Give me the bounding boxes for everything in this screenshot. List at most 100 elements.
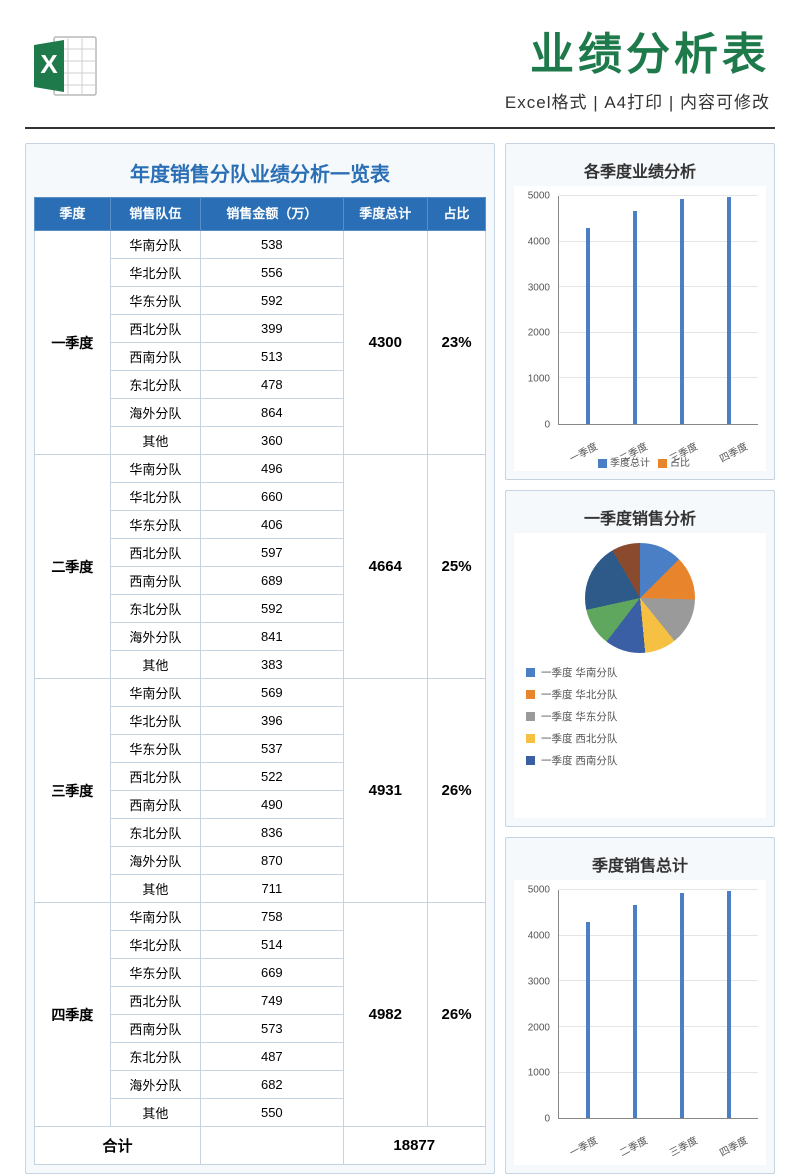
team-cell: 海外分队 [110, 399, 200, 427]
team-cell: 华北分队 [110, 707, 200, 735]
team-cell: 西北分队 [110, 987, 200, 1015]
amount-cell: 487 [201, 1043, 343, 1071]
team-cell: 海外分队 [110, 847, 200, 875]
chart2-panel: 一季度销售分析 一季度 华南分队一季度 华北分队一季度 华东分队一季度 西北分队… [505, 490, 775, 827]
table-header-cell: 销售队伍 [110, 198, 200, 231]
chart2-area: 一季度 华南分队一季度 华北分队一季度 华东分队一季度 西北分队一季度 西南分队 [514, 533, 766, 818]
amount-cell: 682 [201, 1071, 343, 1099]
team-cell: 其他 [110, 651, 200, 679]
team-cell: 华北分队 [110, 259, 200, 287]
chart-bar [680, 893, 684, 1118]
table-row: 二季度华南分队496466425% [35, 455, 486, 483]
amount-cell: 513 [201, 343, 343, 371]
amount-cell: 592 [201, 595, 343, 623]
amount-cell: 749 [201, 987, 343, 1015]
amount-cell: 597 [201, 539, 343, 567]
quarter-total-cell: 4982 [343, 903, 428, 1127]
table-header-cell: 占比 [428, 198, 486, 231]
chart-bar [727, 197, 731, 424]
sales-table: 季度销售队伍销售金额（万）季度总计占比 一季度华南分队538430023%华北分… [34, 197, 486, 1165]
amount-cell: 864 [201, 399, 343, 427]
amount-cell: 383 [201, 651, 343, 679]
table-header-cell: 销售金额（万） [201, 198, 343, 231]
amount-cell: 406 [201, 511, 343, 539]
team-cell: 西南分队 [110, 1015, 200, 1043]
header-divider [25, 127, 775, 129]
amount-cell: 396 [201, 707, 343, 735]
chart-x-label: 一季度 [566, 1132, 600, 1159]
team-cell: 华北分队 [110, 483, 200, 511]
quarter-pct-cell: 23% [428, 231, 486, 455]
team-cell: 华东分队 [110, 287, 200, 315]
amount-cell: 569 [201, 679, 343, 707]
chart-bar [680, 199, 684, 424]
chart-bar [586, 228, 590, 424]
quarter-total-cell: 4300 [343, 231, 428, 455]
pie-legend-item: 一季度 华东分队 [526, 705, 758, 727]
team-cell: 西北分队 [110, 315, 200, 343]
amount-cell: 758 [201, 903, 343, 931]
amount-cell: 592 [201, 287, 343, 315]
amount-cell: 556 [201, 259, 343, 287]
table-row: 一季度华南分队538430023% [35, 231, 486, 259]
svg-text:X: X [40, 49, 58, 79]
team-cell: 东北分队 [110, 371, 200, 399]
chart-bar [633, 211, 637, 424]
pie-legend: 一季度 华南分队一季度 华北分队一季度 华东分队一季度 西北分队一季度 西南分队 [514, 659, 766, 777]
team-cell: 东北分队 [110, 819, 200, 847]
team-cell: 华东分队 [110, 959, 200, 987]
team-cell: 华南分队 [110, 231, 200, 259]
quarter-cell: 三季度 [35, 679, 111, 903]
chart1-area: 010002000300040005000一季度二季度三季度四季度季度总计占比 [514, 186, 766, 471]
amount-cell: 550 [201, 1099, 343, 1127]
table-header-cell: 季度 [35, 198, 111, 231]
quarter-total-cell: 4664 [343, 455, 428, 679]
amount-cell: 496 [201, 455, 343, 483]
sum-blank [201, 1127, 343, 1165]
table-header-cell: 季度总计 [343, 198, 428, 231]
chart1-title: 各季度业绩分析 [514, 152, 766, 186]
quarter-total-cell: 4931 [343, 679, 428, 903]
team-cell: 海外分队 [110, 623, 200, 651]
team-cell: 东北分队 [110, 1043, 200, 1071]
amount-cell: 836 [201, 819, 343, 847]
amount-cell: 841 [201, 623, 343, 651]
pie-legend-item: 一季度 华南分队 [526, 661, 758, 683]
chart-bar [727, 891, 731, 1118]
team-cell: 华南分队 [110, 903, 200, 931]
chart-legend: 季度总计占比 [514, 454, 766, 471]
amount-cell: 660 [201, 483, 343, 511]
amount-cell: 522 [201, 763, 343, 791]
quarter-pct-cell: 26% [428, 679, 486, 903]
amount-cell: 711 [201, 875, 343, 903]
team-cell: 西南分队 [110, 791, 200, 819]
team-cell: 华南分队 [110, 455, 200, 483]
amount-cell: 870 [201, 847, 343, 875]
team-cell: 华东分队 [110, 735, 200, 763]
table-title: 年度销售分队业绩分析一览表 [34, 152, 486, 197]
amount-cell: 490 [201, 791, 343, 819]
chart1-panel: 各季度业绩分析 010002000300040005000一季度二季度三季度四季… [505, 143, 775, 480]
chart3-title: 季度销售总计 [514, 846, 766, 880]
team-cell: 其他 [110, 875, 200, 903]
amount-cell: 538 [201, 231, 343, 259]
quarter-cell: 一季度 [35, 231, 111, 455]
team-cell: 西北分队 [110, 763, 200, 791]
quarter-pct-cell: 26% [428, 903, 486, 1127]
sum-row: 合计18877 [35, 1127, 486, 1165]
team-cell: 华北分队 [110, 931, 200, 959]
pie-chart [585, 543, 695, 653]
amount-cell: 399 [201, 315, 343, 343]
table-row: 三季度华南分队569493126% [35, 679, 486, 707]
chart-x-label: 三季度 [666, 1132, 700, 1159]
pie-legend-item: 一季度 西北分队 [526, 727, 758, 749]
team-cell: 西北分队 [110, 539, 200, 567]
chart-bar [633, 905, 637, 1118]
amount-cell: 514 [201, 931, 343, 959]
chart-x-label: 二季度 [616, 1132, 650, 1159]
team-cell: 其他 [110, 427, 200, 455]
team-cell: 海外分队 [110, 1071, 200, 1099]
sum-label: 合计 [35, 1127, 201, 1165]
quarter-pct-cell: 25% [428, 455, 486, 679]
amount-cell: 360 [201, 427, 343, 455]
